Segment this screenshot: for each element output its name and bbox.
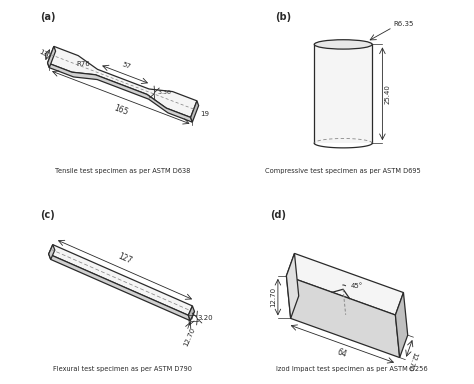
Polygon shape: [47, 46, 55, 68]
Text: R76: R76: [76, 61, 90, 67]
Text: R6.35: R6.35: [393, 20, 414, 26]
Text: 12.70: 12.70: [183, 326, 197, 347]
Text: Izod Impact test specimen as per ASTM D256: Izod Impact test specimen as per ASTM D2…: [276, 366, 428, 372]
Text: 57: 57: [121, 61, 131, 70]
Polygon shape: [286, 253, 299, 318]
Polygon shape: [188, 306, 194, 321]
Polygon shape: [49, 245, 55, 260]
Text: 45°: 45°: [351, 283, 363, 289]
Ellipse shape: [314, 40, 372, 49]
Text: 13: 13: [38, 49, 49, 58]
Polygon shape: [286, 253, 403, 315]
Text: 25.40: 25.40: [384, 84, 391, 104]
Polygon shape: [395, 293, 408, 358]
Text: 127: 127: [117, 252, 133, 266]
Polygon shape: [49, 254, 191, 321]
Text: (a): (a): [40, 12, 56, 22]
Polygon shape: [47, 63, 192, 122]
Text: 3.20: 3.20: [198, 315, 213, 321]
Text: 12.70: 12.70: [270, 287, 276, 307]
Text: Compressive test specimen as per ASTM D695: Compressive test specimen as per ASTM D6…: [265, 168, 421, 174]
Text: Flexural test specimen as per ASTM D790: Flexural test specimen as per ASTM D790: [53, 366, 192, 372]
Text: (b): (b): [275, 12, 291, 22]
Polygon shape: [49, 245, 192, 315]
Text: 12.70: 12.70: [405, 351, 418, 372]
Polygon shape: [286, 276, 400, 358]
Polygon shape: [314, 45, 372, 143]
Text: (d): (d): [270, 210, 286, 220]
Text: 64: 64: [336, 348, 348, 359]
Text: 3.36: 3.36: [158, 91, 172, 96]
Text: Tensile test specimen as per ASTM D638: Tensile test specimen as per ASTM D638: [55, 168, 190, 174]
Text: 165: 165: [112, 104, 129, 118]
Polygon shape: [47, 46, 197, 118]
Text: 19: 19: [200, 111, 209, 117]
Polygon shape: [191, 101, 199, 122]
Text: (c): (c): [40, 210, 55, 220]
